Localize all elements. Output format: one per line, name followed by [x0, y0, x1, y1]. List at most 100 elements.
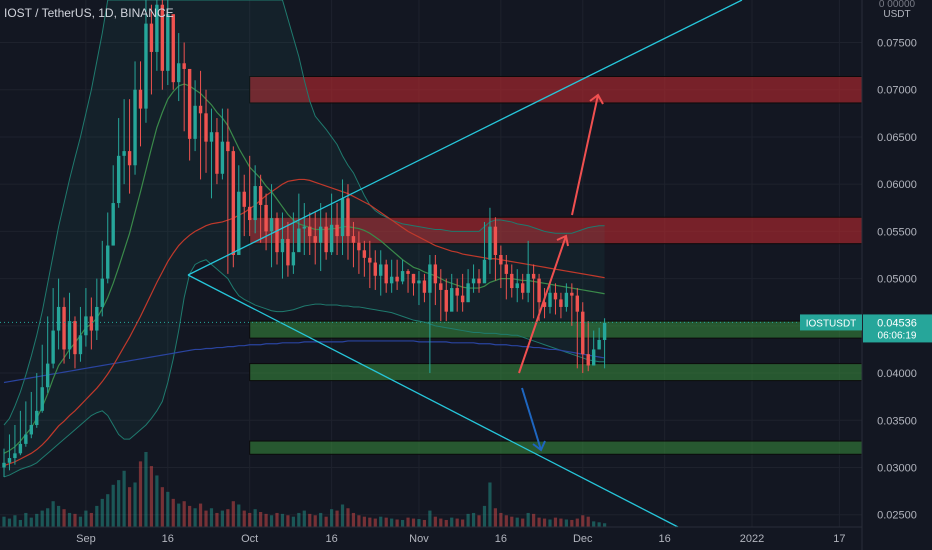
volume-bar	[532, 513, 536, 527]
volume-bar	[51, 501, 55, 527]
candle-body	[406, 271, 410, 274]
candle-body	[29, 425, 33, 435]
volume-bar	[138, 461, 143, 527]
arrow-up-line-1	[518, 235, 567, 374]
candle-body	[357, 242, 361, 251]
candle-body	[40, 387, 44, 411]
candle-body	[258, 186, 263, 205]
candle-body	[379, 264, 383, 276]
volume-bar	[226, 509, 230, 527]
volume-bar	[406, 517, 410, 527]
candle-body	[73, 321, 77, 355]
volume-bar	[444, 519, 448, 527]
x-tick-label: Sep	[76, 533, 96, 545]
candle-body	[531, 273, 536, 279]
candle-body	[340, 198, 345, 237]
candle-body	[297, 228, 301, 253]
candle-body	[493, 226, 498, 255]
candle-body	[248, 206, 252, 221]
volume-bar	[117, 480, 121, 527]
support-zone	[249, 440, 863, 455]
candle-body	[155, 4, 159, 52]
volume-bar	[450, 517, 454, 527]
grid	[0, 0, 862, 527]
candle-body	[428, 264, 432, 293]
volume-bar	[488, 482, 492, 527]
candle-body	[275, 218, 279, 253]
price-axis-top-label: 0 00000	[879, 0, 916, 10]
volume-bar	[133, 482, 137, 527]
candle-body	[570, 292, 574, 296]
candle-body	[215, 132, 219, 174]
candle-body	[18, 443, 23, 454]
volume-bar	[466, 513, 470, 527]
volume-bar	[373, 518, 377, 527]
candle-body	[127, 151, 132, 166]
volume-bar	[542, 518, 547, 527]
volume-bar	[95, 505, 99, 527]
candle-body	[67, 321, 72, 350]
candle-body	[488, 226, 492, 260]
volume-bar	[368, 517, 372, 527]
volume-bar	[13, 515, 17, 527]
y-tick-label: 0.07000	[877, 85, 917, 97]
candle-body	[575, 295, 579, 312]
candle-body	[78, 335, 83, 355]
volume-bar	[499, 512, 503, 527]
candle-body	[564, 292, 569, 307]
volume-bar	[7, 518, 12, 527]
arrow-up-line-2	[571, 94, 599, 216]
y-tick-label: 0.06000	[877, 179, 917, 191]
volume-bar	[264, 513, 268, 527]
volume-bar	[188, 505, 192, 527]
candle-body	[422, 280, 427, 293]
volume-bar	[324, 516, 328, 527]
candle-body	[2, 462, 6, 468]
x-tick-label: 17	[833, 533, 845, 545]
candle-body	[193, 105, 197, 139]
candle-body	[597, 340, 601, 350]
volume-bar	[297, 512, 301, 527]
volume-bar	[29, 517, 33, 527]
candle-body	[209, 132, 214, 142]
projection-arrows	[518, 93, 604, 452]
candle-body	[346, 198, 350, 237]
candle-body	[24, 434, 28, 444]
volume-bar	[2, 516, 6, 527]
volume-bar	[586, 516, 590, 527]
candle-body	[400, 271, 405, 282]
candle-body	[602, 323, 607, 340]
volume-bar	[592, 521, 596, 527]
candle-body	[444, 289, 448, 312]
volume-bar	[155, 475, 159, 527]
candle-body	[482, 259, 487, 284]
candle-body	[166, 14, 170, 71]
volume-bar	[111, 484, 115, 527]
volume-bar	[237, 504, 241, 527]
candle-body	[313, 236, 317, 243]
candle-body	[138, 89, 143, 109]
candle-body	[499, 255, 503, 265]
volume-bar	[171, 498, 175, 527]
volume-bar	[335, 510, 339, 527]
candle-body	[510, 273, 514, 289]
x-tick-label: 2022	[740, 533, 764, 545]
volume-bar	[18, 519, 22, 527]
volume-bar	[57, 505, 61, 527]
candle-body	[133, 89, 137, 166]
arrow-down-head	[532, 440, 546, 452]
volume-bar	[89, 512, 93, 527]
volume-bar	[493, 508, 497, 527]
candle-body	[204, 113, 208, 142]
candle-body	[368, 257, 372, 263]
volume-bar	[302, 510, 306, 527]
volume-bar	[84, 510, 88, 527]
candle-body	[395, 276, 399, 282]
candle-body	[466, 283, 470, 303]
volume-bar	[417, 519, 421, 527]
volume-bar	[395, 519, 399, 527]
volume-bar	[127, 487, 132, 527]
time-axis[interactable]: Sep 16 Oct 16 Nov 16 Dec 16 2022 17	[76, 533, 845, 545]
candle-body	[586, 354, 590, 366]
